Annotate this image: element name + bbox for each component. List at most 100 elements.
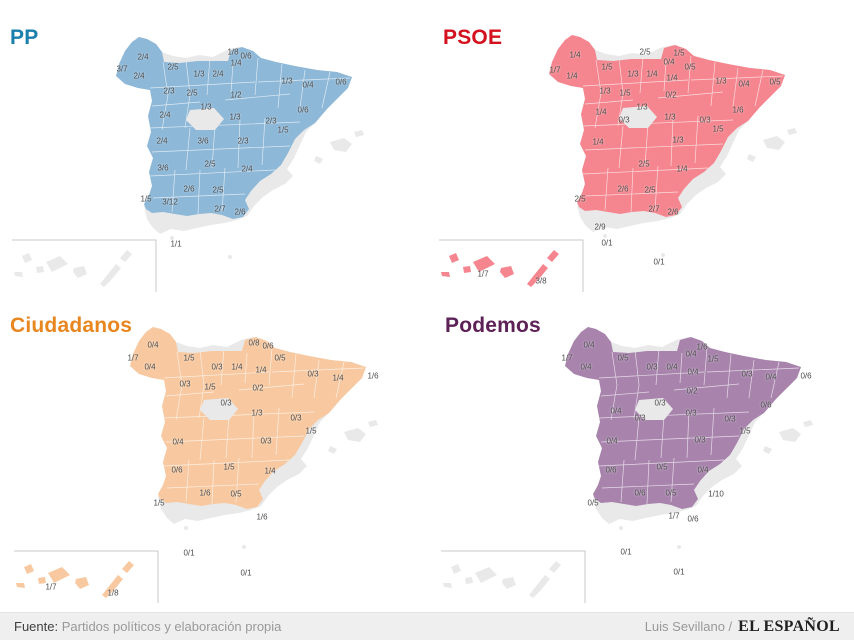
map-value-label: 1/6 [256, 512, 268, 522]
map-value-label: 1/7 [561, 353, 573, 363]
map-value-label: 1/6 [367, 371, 379, 381]
map-value-label: 1/3 [229, 112, 241, 122]
map-value-label: 2/5 [212, 185, 224, 195]
map-value-label: 2/5 [186, 88, 198, 98]
map-value-label: 0/3 [618, 115, 630, 125]
map-value-label: 0/6 [171, 465, 183, 475]
map-value-label: 1/3 [599, 86, 611, 96]
map-value-label: 1/4 [230, 58, 242, 68]
map-value-label: 0/4 [172, 437, 184, 447]
map-value-label: 3/12 [162, 197, 178, 207]
map-value-label: 1/4 [566, 71, 578, 81]
map-value-label: 1/4 [676, 164, 688, 174]
map-value-label: 0/4 [147, 340, 159, 350]
map-value-label: 0/1 [240, 568, 252, 578]
party-title-pp: PP [10, 26, 39, 49]
map-value-label: 0/5 [230, 489, 242, 499]
map-value-label: 2/5 [639, 47, 651, 57]
map-value-label: 0/5 [665, 488, 677, 498]
map-value-label: 0/3 [307, 369, 319, 379]
spain-map-ciudadanos [13, 306, 427, 604]
map-value-label: 1/3 [664, 112, 676, 122]
map-value-label: 1/3 [627, 69, 639, 79]
map-value-label: 1/5 [223, 462, 235, 472]
footer-author: Luis Sevillano / [644, 619, 733, 634]
map-value-label: 1/3 [672, 135, 684, 145]
map-value-label: 0/3 [290, 413, 302, 423]
map-value-label: 0/3 [699, 115, 711, 125]
map-value-label: 1/2 [230, 90, 242, 100]
map-value-label: 0/4 [687, 367, 699, 377]
map-value-label: 2/4 [212, 69, 224, 79]
map-value-label: 1/3 [200, 102, 212, 112]
map-value-label: 0/3 [260, 436, 272, 446]
map-value-label: 2/7 [214, 204, 226, 214]
map-value-label: 1/4 [595, 107, 607, 117]
map-value-label: 1/3 [193, 69, 205, 79]
map-value-label: 0/4 [697, 465, 709, 475]
map-value-label: 1/5 [204, 382, 216, 392]
party-title-ciudadanos: Ciudadanos [10, 314, 133, 337]
map-value-label: 1/5 [707, 354, 719, 364]
map-value-label: 3/6 [157, 163, 169, 173]
map-value-label: 2/9 [594, 222, 606, 232]
map-value-label: 0/4 [580, 362, 592, 372]
map-value-label: 0/6 [240, 51, 252, 61]
map-value-label: 1/3 [636, 102, 648, 112]
map-value-label: 0/5 [274, 353, 286, 363]
map-value-label: 0/5 [617, 353, 629, 363]
map-value-label: 1/7 [477, 269, 489, 279]
map-value-label: 0/8 [248, 338, 260, 348]
maps-grid: PP 2/4 3/7 2/4 2/5 1/3 2/4 1/8 0/6 1/4 2/3 2/5 1/2 1… [10, 0, 854, 604]
map-value-label: 0/3 [724, 414, 736, 424]
spain-map-podemos [440, 306, 854, 604]
map-value-label: 3/6 [197, 136, 209, 146]
map-value-label: 0/4 [583, 340, 595, 350]
map-value-label: 2/5 [644, 185, 656, 195]
map-value-label: 0/3 [694, 435, 706, 445]
map-value-label: 0/1 [601, 238, 613, 248]
map-value-label: 1/4 [264, 466, 276, 476]
map-value-label: 0/6 [634, 488, 646, 498]
map-value-label: 1/4 [231, 362, 243, 372]
map-value-label: 1/8 [107, 588, 119, 598]
map-value-label: 1/6 [732, 105, 744, 115]
map-value-label: 1/5 [619, 88, 631, 98]
map-value-label: 2/5 [574, 194, 586, 204]
map-value-label: 0/3 [634, 413, 646, 423]
map-value-label: 0/4 [302, 80, 314, 90]
map-value-label: 1/5 [183, 353, 195, 363]
map-value-label: 1/5 [673, 48, 685, 58]
map-value-label: 1/5 [712, 124, 724, 134]
map-value-label: 0/6 [760, 400, 772, 410]
map-value-label: 0/6 [800, 371, 812, 381]
map-value-label: 0/5 [769, 77, 781, 87]
footer-brand-logo: EL ESPAÑOL [738, 617, 840, 635]
spain-map-pp [11, 0, 427, 293]
map-value-label: 0/1 [620, 547, 632, 557]
map-value-label: 0/5 [587, 498, 599, 508]
map-value-label: 0/5 [684, 62, 696, 72]
map-value-label: 1/7 [549, 65, 561, 75]
footer-source-text: Partidos políticos y elaboración propia [61, 619, 282, 634]
map-value-label: 1/7 [668, 511, 680, 521]
map-value-label: 2/6 [183, 184, 195, 194]
map-value-label: 2/7 [648, 204, 660, 214]
map-value-label: 2/4 [137, 52, 149, 62]
map-value-label: 1/7 [45, 582, 57, 592]
footer-credit: Luis Sevillano / EL ESPAÑOL [645, 618, 840, 636]
map-value-label: 1/8 [227, 47, 239, 57]
map-value-label: 0/2 [686, 386, 698, 396]
map-value-label: 0/4 [685, 349, 697, 359]
map-value-label: 0/3 [685, 408, 697, 418]
map-panel-psoe: PSOE 1/4 1/7 1/4 1/5 2/5 1/5 0/4 0/5 1/3 1/4 1/4 1/… [427, 0, 854, 306]
map-value-label: 1/5 [140, 194, 152, 204]
map-value-label: 2/3 [163, 86, 175, 96]
map-value-label: 2/5 [167, 62, 179, 72]
map-value-label: 2/5 [204, 159, 216, 169]
map-value-label: 2/4 [159, 110, 171, 120]
map-value-label: 2/5 [638, 159, 650, 169]
map-value-label: 0/3 [654, 398, 666, 408]
map-value-label: 1/4 [569, 50, 581, 60]
map-value-label: 2/6 [617, 184, 629, 194]
